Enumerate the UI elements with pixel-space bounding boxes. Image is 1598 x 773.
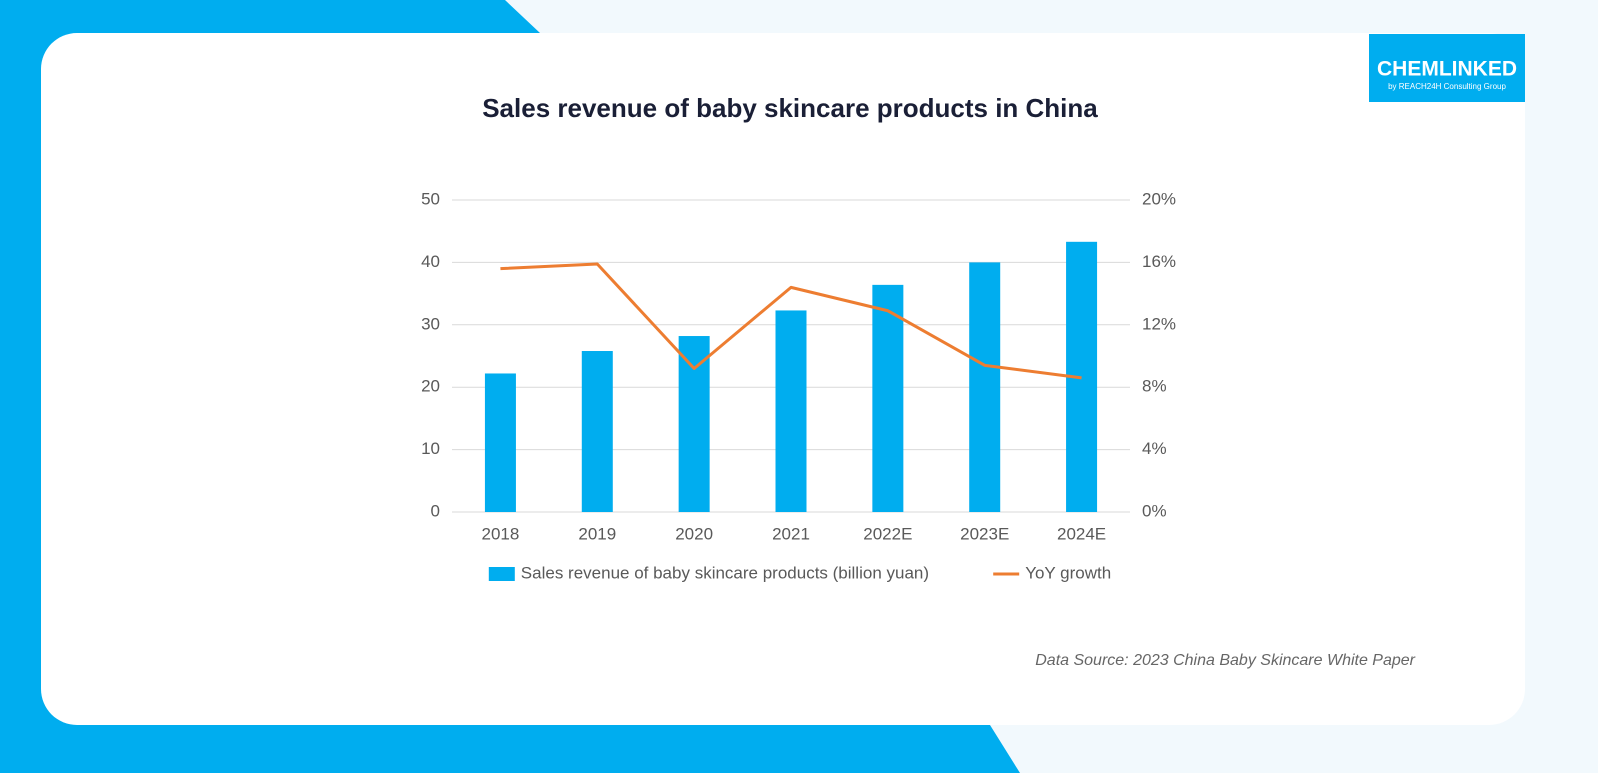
y-tick-label: 10 [421, 439, 440, 458]
legend-label: Sales revenue of baby skincare products … [521, 563, 929, 582]
y2-tick-label: 8% [1142, 377, 1167, 396]
line [500, 262, 1082, 380]
y2-tick-label: 20% [1142, 189, 1176, 208]
y2-tick-label: 4% [1142, 439, 1167, 458]
logo-tagline: by REACH24H Consulting Group [1388, 82, 1506, 91]
bar [484, 373, 516, 512]
y-tick-label: 50 [421, 189, 440, 208]
y-tick-label: 30 [421, 314, 440, 333]
logo-name: CHEMLINKED [1377, 58, 1517, 81]
logo-box [1369, 34, 1525, 102]
x-tick-label: 2018 [482, 524, 520, 543]
y-tick-label: 40 [421, 252, 440, 271]
plot: 0 10 20 30 40 50 0% 4% 8% 12% 16% 20% 2018 2019 2020 20… [421, 189, 1176, 582]
y2-tick-label: 16% [1142, 252, 1176, 271]
bar [581, 351, 613, 512]
bar [775, 310, 807, 512]
y2-tick-label: 12% [1142, 314, 1176, 333]
legend-swatch [488, 567, 515, 581]
x-tick-label: 2024E [1057, 524, 1106, 543]
y-tick-label: 0 [431, 501, 440, 520]
y-tick-label: 20 [421, 377, 440, 396]
x-tick-label: 2020 [675, 524, 713, 543]
bottom-band [0, 725, 1020, 773]
x-tick-label: 2023E [960, 524, 1009, 543]
chart-title: Sales revenue of baby skincare products … [482, 93, 1098, 123]
bar [872, 284, 904, 512]
bar [969, 262, 1001, 512]
bar [678, 336, 710, 512]
x-tick-label: 2022E [863, 524, 912, 543]
x-tick-label: 2021 [772, 524, 810, 543]
x-tick-label: 2019 [578, 524, 616, 543]
source-note: Data Source: 2023 China Baby Skincare Wh… [1035, 652, 1415, 669]
y2-tick-label: 0% [1142, 501, 1167, 520]
legend-label: YoY growth [1025, 563, 1111, 582]
